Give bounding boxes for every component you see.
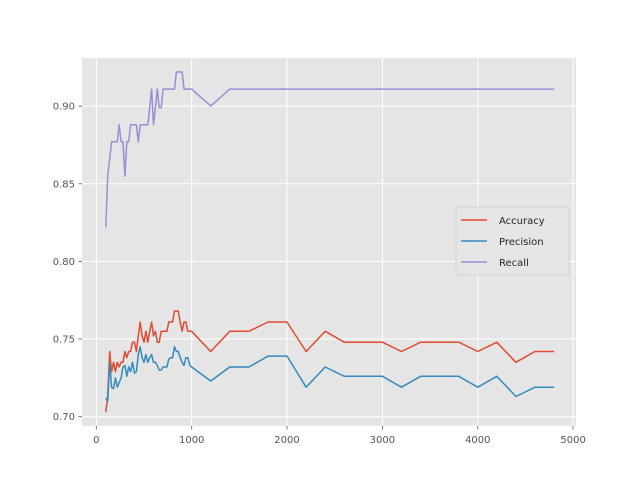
x-tick-label: 4000	[465, 435, 490, 446]
y-axis: 0.70 0.75 0.80 0.85 0.90	[53, 102, 82, 424]
y-tick-label: 0.85	[53, 179, 75, 190]
x-tick-label: 5000	[560, 435, 585, 446]
x-tick-label: 2000	[274, 435, 299, 446]
y-tick-label: 0.90	[53, 102, 75, 113]
legend-label-precision: Precision	[499, 237, 544, 248]
y-tick-label: 0.80	[53, 257, 75, 268]
x-tick-label: 0	[93, 435, 99, 446]
y-tick-label: 0.75	[53, 335, 75, 346]
x-axis: 0 1000 2000 3000 4000 5000	[93, 426, 586, 446]
x-tick-label: 3000	[370, 435, 395, 446]
x-tick-label: 1000	[179, 435, 204, 446]
y-tick-label: 0.70	[53, 412, 75, 423]
legend: Accuracy Precision Recall	[456, 207, 569, 275]
legend-label-recall: Recall	[499, 258, 529, 269]
legend-label-accuracy: Accuracy	[499, 216, 545, 227]
